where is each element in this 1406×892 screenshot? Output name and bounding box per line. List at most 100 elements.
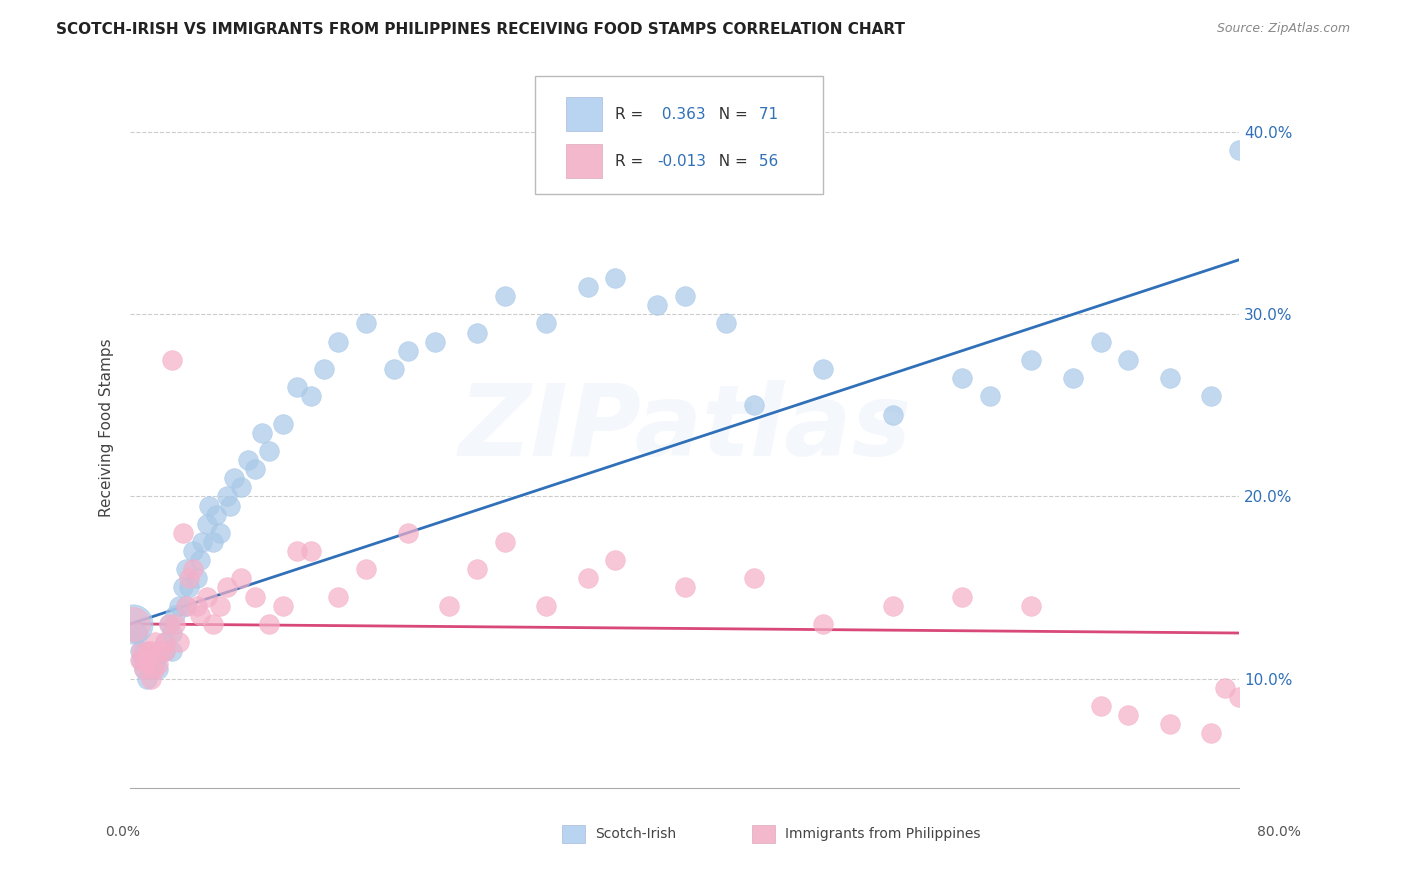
Point <box>465 326 488 340</box>
Point <box>257 444 280 458</box>
Point <box>1062 371 1084 385</box>
Point <box>576 280 599 294</box>
Point <box>160 626 183 640</box>
Text: Source: ZipAtlas.com: Source: ZipAtlas.com <box>1216 22 1350 36</box>
Point <box>160 352 183 367</box>
Point <box>163 607 186 622</box>
Point <box>209 525 232 540</box>
Point <box>188 607 211 622</box>
Point <box>191 535 214 549</box>
Point <box>127 626 149 640</box>
Point <box>1201 726 1223 740</box>
Text: 0.0%: 0.0% <box>105 825 141 839</box>
Point <box>153 644 176 658</box>
Point <box>174 599 197 613</box>
Point <box>131 644 153 658</box>
Point <box>198 499 221 513</box>
Point <box>160 644 183 658</box>
Point <box>224 471 246 485</box>
Text: R =: R = <box>614 107 648 121</box>
Point <box>131 653 153 667</box>
Point <box>217 581 239 595</box>
Point <box>134 662 156 676</box>
Point <box>1118 352 1140 367</box>
Point <box>138 657 160 671</box>
Point <box>136 657 159 671</box>
Point <box>950 371 973 385</box>
Point <box>127 626 149 640</box>
Point <box>138 644 160 658</box>
Point <box>139 672 162 686</box>
Point <box>534 599 557 613</box>
Point <box>534 317 557 331</box>
Point <box>1090 334 1112 349</box>
Point <box>202 616 225 631</box>
Point <box>285 380 308 394</box>
Point <box>136 672 159 686</box>
Point <box>202 535 225 549</box>
Point <box>174 599 197 613</box>
Text: N =: N = <box>709 153 752 169</box>
Point <box>742 398 765 412</box>
Point <box>181 544 204 558</box>
Point <box>328 590 350 604</box>
Point <box>257 616 280 631</box>
Point <box>465 562 488 576</box>
Point <box>645 298 668 312</box>
Point <box>139 649 162 664</box>
Point <box>134 662 156 676</box>
Point <box>217 490 239 504</box>
Point <box>167 635 190 649</box>
Point <box>882 408 904 422</box>
Text: ZIPatlas: ZIPatlas <box>458 380 911 476</box>
Point <box>134 644 156 658</box>
Text: Scotch-Irish: Scotch-Irish <box>595 827 676 841</box>
Point <box>163 616 186 631</box>
Point <box>950 590 973 604</box>
Text: 80.0%: 80.0% <box>1257 825 1301 839</box>
Point <box>149 644 172 658</box>
Point <box>134 653 156 667</box>
Point <box>605 271 627 285</box>
Point <box>673 581 696 595</box>
Point <box>1227 144 1250 158</box>
Point <box>299 544 322 558</box>
Point <box>236 453 259 467</box>
Point <box>129 653 152 667</box>
Point <box>437 599 460 613</box>
Point <box>285 544 308 558</box>
Point <box>1159 371 1181 385</box>
Point <box>243 590 266 604</box>
Text: SCOTCH-IRISH VS IMMIGRANTS FROM PHILIPPINES RECEIVING FOOD STAMPS CORRELATION CH: SCOTCH-IRISH VS IMMIGRANTS FROM PHILIPPI… <box>56 22 905 37</box>
Point <box>219 499 242 513</box>
FancyBboxPatch shape <box>567 97 602 131</box>
Point <box>209 599 232 613</box>
Point <box>129 644 152 658</box>
Point <box>167 599 190 613</box>
Point <box>271 599 294 613</box>
Point <box>382 362 405 376</box>
Point <box>354 562 377 576</box>
Point <box>142 662 165 676</box>
Point <box>314 362 336 376</box>
Point <box>181 562 204 576</box>
Point <box>186 571 208 585</box>
Point <box>979 389 1001 403</box>
Y-axis label: Receiving Food Stamps: Receiving Food Stamps <box>100 339 114 517</box>
Text: 0.363: 0.363 <box>657 107 706 121</box>
Point <box>186 599 208 613</box>
Point <box>1215 681 1237 695</box>
Point <box>122 616 145 631</box>
Point <box>143 653 166 667</box>
Point <box>716 317 738 331</box>
Point <box>172 581 194 595</box>
Point <box>195 516 218 531</box>
Point <box>195 590 218 604</box>
Point <box>146 657 169 671</box>
Point <box>425 334 447 349</box>
FancyBboxPatch shape <box>536 76 824 194</box>
Point <box>328 334 350 349</box>
Point <box>153 635 176 649</box>
Point <box>1159 717 1181 731</box>
Point <box>149 644 172 658</box>
